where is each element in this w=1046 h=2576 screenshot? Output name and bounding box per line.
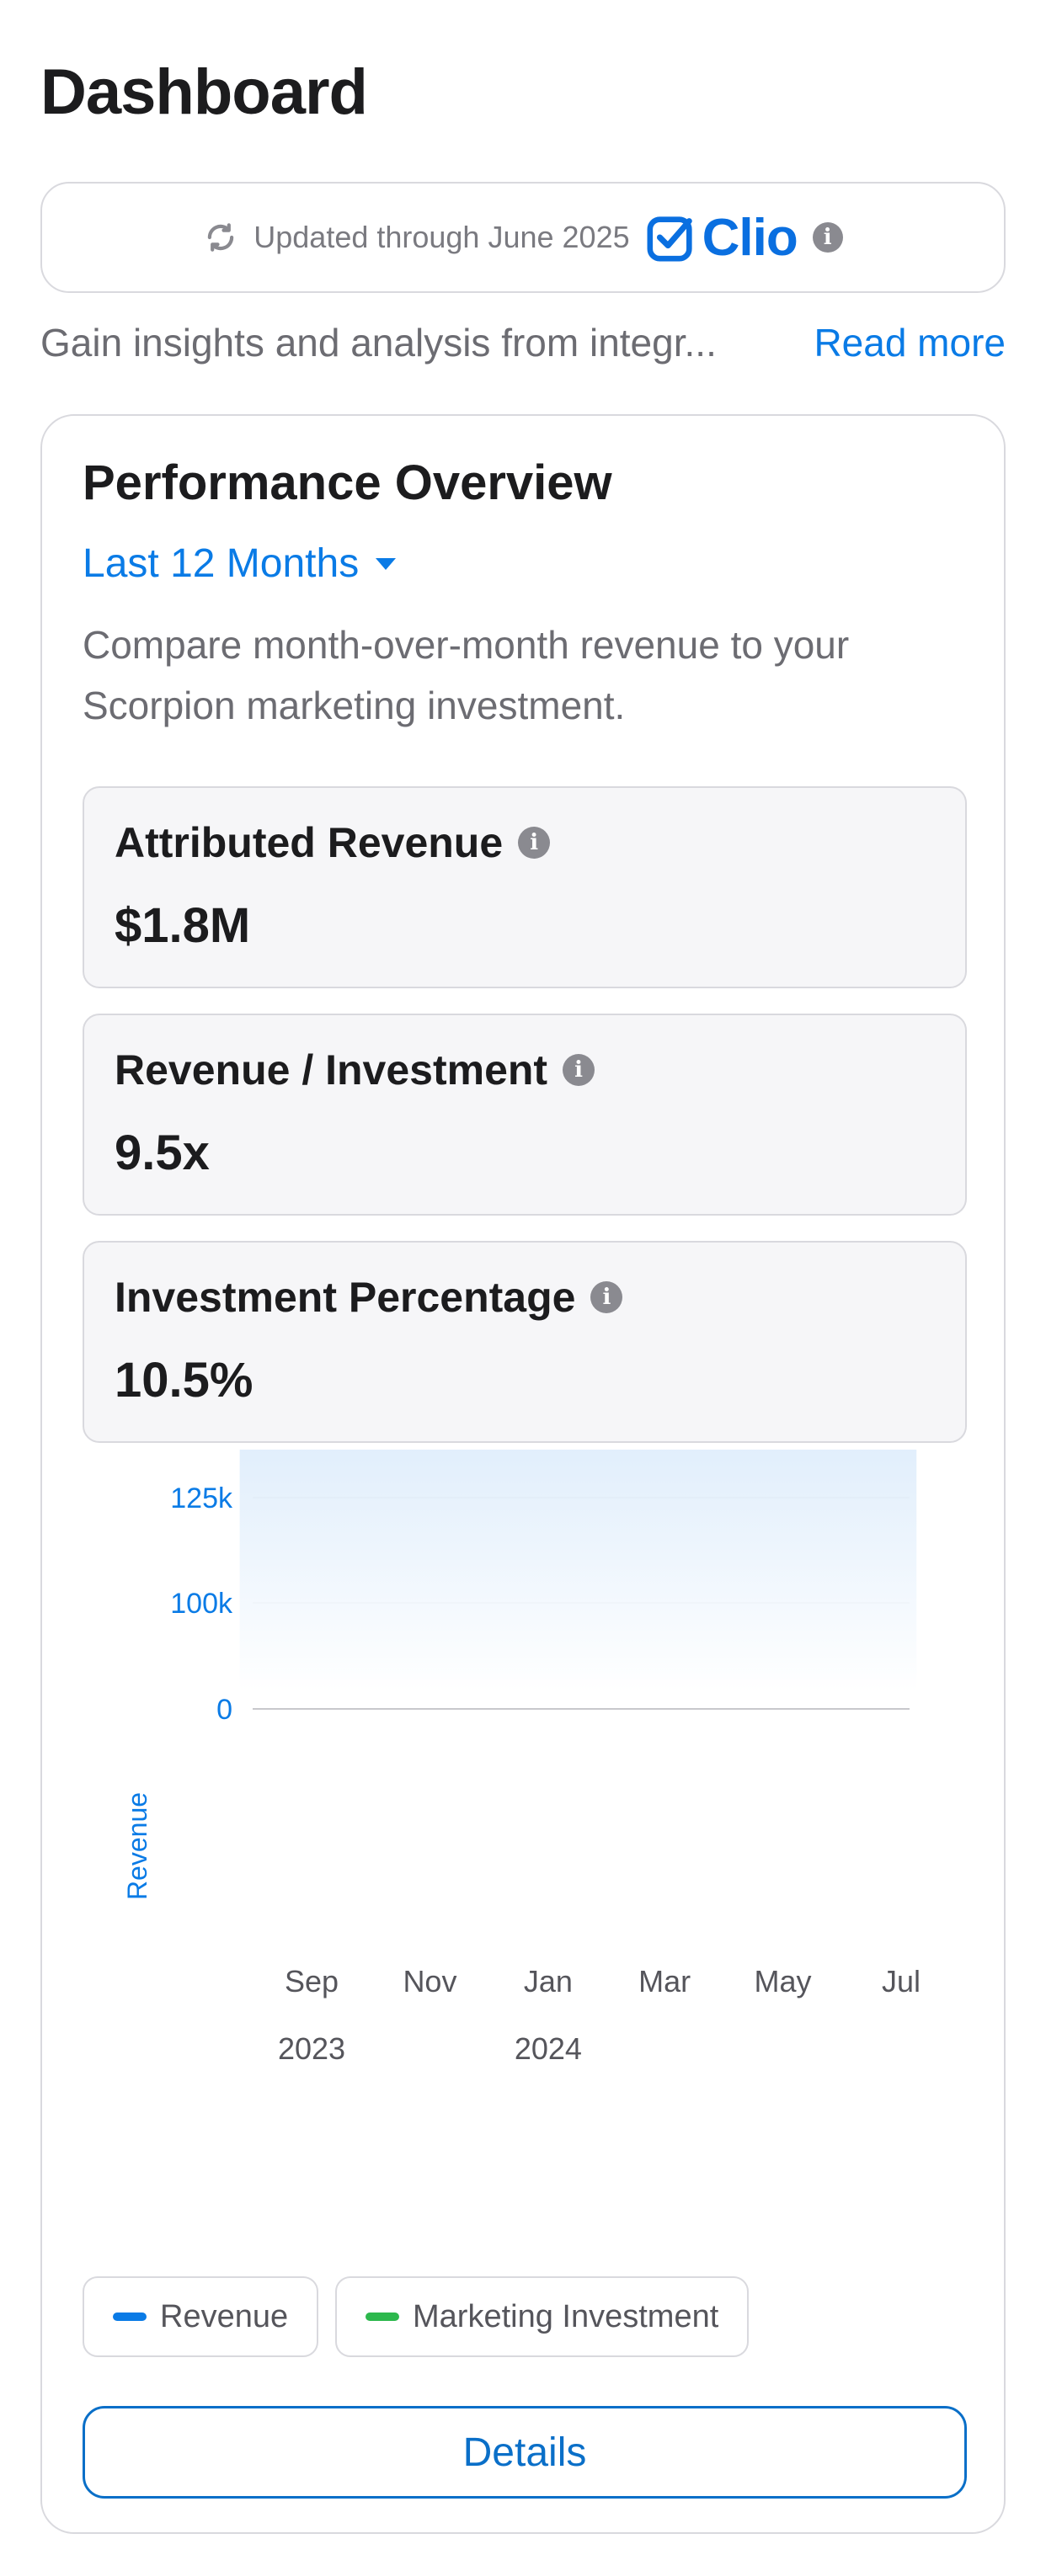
y-tick-label: 125k [170,1482,233,1514]
updated-text: Updated through June 2025 [253,220,630,254]
intro-text: Gain insights and analysis from integr..… [40,321,717,365]
metric-label: Revenue / Investment [115,1046,548,1094]
clio-logo: Clio [645,208,798,268]
x-tick-label: Jan [524,1964,573,1999]
details-button[interactable]: Details [83,2406,967,2499]
y-tick-label: 100k [170,1588,233,1620]
clio-brand-text: Clio [702,208,798,267]
metric-value: 9.5x [115,1126,210,1180]
caret-down-icon [376,557,397,570]
info-icon[interactable]: i [812,222,843,253]
metric-attributed-revenue: Attributed Revenue i $1.8M [83,786,967,988]
metric-label: Attributed Revenue [115,819,504,866]
metric-label: Investment Percentage [115,1274,576,1321]
refresh-icon [208,223,234,252]
legend-swatch [366,2313,399,2321]
revenue-chart: 0100k125k150k175k200k225kRevenueSepNovJa… [122,1450,921,2066]
legend-label: Marketing Investment [413,2298,719,2334]
range-dropdown[interactable]: Last 12 Months [83,540,397,587]
page-title: Dashboard [40,56,368,128]
info-icon[interactable]: i [590,1281,623,1313]
x-tick-label: Jul [882,1964,921,1999]
card-title: Performance Overview [83,455,612,510]
x-tick-label: Sep [285,1964,339,1999]
info-icon[interactable]: i [518,827,551,859]
intro-text-row: Gain insights and analysis from integr..… [40,320,1006,365]
metric-investment-percentage: Investment Percentage i 10.5% [83,1241,967,1443]
card-description: Compare month-over-month revenue to your… [83,623,850,727]
x-tick-label: Mar [638,1964,691,1999]
y-tick-label: 0 [216,1694,232,1726]
range-dropdown-label: Last 12 Months [83,541,360,586]
legend-swatch [113,2313,147,2321]
y-axis-title: Revenue [122,1792,152,1900]
x-year-label: 2024 [515,2031,582,2066]
metric-revenue-investment: Revenue / Investment i 9.5x [83,1014,967,1216]
read-more-link[interactable]: Read more [814,321,1006,365]
info-icon[interactable]: i [563,1054,595,1086]
metric-value: $1.8M [115,898,251,953]
performance-overview-card: Performance Overview Last 12 Months Comp… [40,414,1006,2534]
revenue-area [239,1450,917,1692]
legend-item-marketing-investment[interactable]: Marketing Investment [335,2276,750,2357]
metric-label-row: Revenue / Investment i [115,1046,595,1094]
sync-status-bar: Updated through June 2025 Clio i [40,182,1006,293]
x-tick-label: May [755,1964,812,1999]
metric-label-row: Investment Percentage i [115,1273,623,1322]
clio-check-icon [647,216,692,262]
x-tick-label: Nov [403,1964,456,1999]
legend-label: Revenue [160,2298,289,2334]
x-year-label: 2023 [278,2031,345,2066]
metric-label-row: Attributed Revenue i [115,818,551,867]
legend-item-revenue[interactable]: Revenue [83,2276,319,2357]
metric-value: 10.5% [115,1353,253,1408]
